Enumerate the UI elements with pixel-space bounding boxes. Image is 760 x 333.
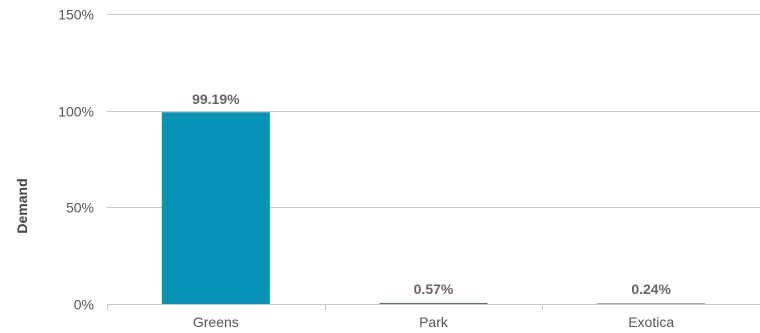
bar (161, 112, 270, 304)
x-category-label: Exotica (628, 314, 674, 330)
bars (161, 112, 706, 304)
x-category-label: Greens (193, 314, 239, 330)
data-label: 99.19% (192, 91, 240, 107)
x-category-label: Park (419, 314, 449, 330)
data-labels: 99.19% 0.57% 0.24% (192, 91, 671, 297)
y-tick-label: 150% (58, 7, 94, 23)
data-label: 0.24% (631, 281, 671, 297)
y-tick-label: 0% (74, 297, 94, 313)
y-tick-label: 50% (66, 200, 94, 216)
x-axis-ticks: Greens Park Exotica (107, 304, 674, 330)
y-axis-ticks: 0% 50% 100% 150% (58, 7, 94, 313)
bar (379, 302, 488, 304)
y-tick-label: 100% (58, 104, 94, 120)
y-axis-title: Demand (14, 178, 30, 233)
bar (597, 303, 706, 304)
data-label: 0.57% (414, 281, 454, 297)
